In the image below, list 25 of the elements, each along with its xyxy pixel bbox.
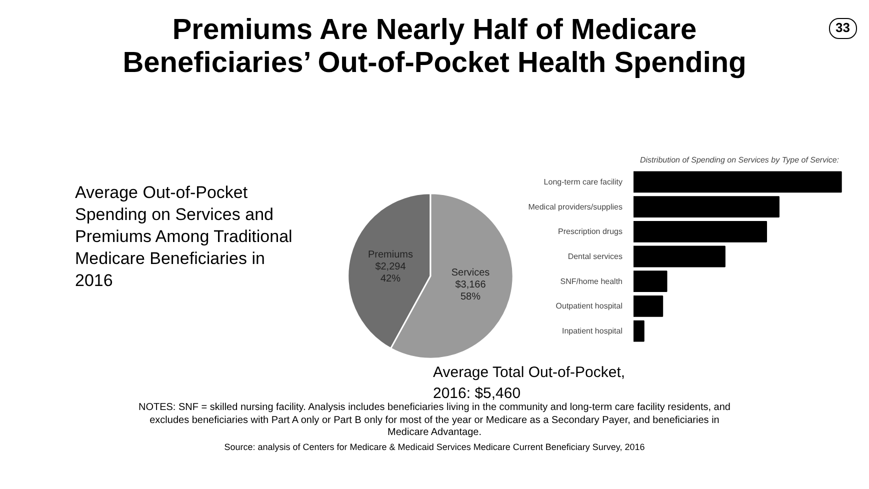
slice-label: Premiums bbox=[368, 249, 413, 260]
y-tick-label: Prescription drugs bbox=[558, 227, 623, 236]
y-tick-label: Outpatient hospital bbox=[556, 302, 623, 311]
text: Average Out-of-Pocket Spending on Services and Premiums Among Traditional Medicare Beneficiaries in 2016 bbox=[75, 182, 294, 292]
data-label: $3,166 58% bbox=[455, 280, 486, 303]
y-tick-label: Inpatient hospital bbox=[562, 326, 623, 336]
bar bbox=[634, 220, 768, 242]
data-label: $2,294 42% bbox=[375, 261, 406, 284]
y-tick-label: SNF/home health bbox=[560, 276, 623, 286]
bar bbox=[634, 196, 780, 218]
text: 33 bbox=[828, 18, 857, 39]
bar bbox=[634, 296, 664, 317]
bar bbox=[634, 246, 726, 268]
bar bbox=[634, 171, 842, 193]
y-tick-label: Dental services bbox=[568, 252, 622, 261]
chart-title: Distribution of Spending on Services by Type of Service: bbox=[640, 156, 840, 164]
text: NOTES: SNF = skilled nursing facility. Analysis includes beneficiaries living in the community and long-term care facility residents, and excludes beneficiaries with Part A only or Part B only for most of the year or Medicare as a Secondary Payer, and beneficiaries in Medicare Advantage. bbox=[137, 402, 732, 440]
chart-title: Premiums Are Nearly Half of Medicare Beneficiaries’ Out-of-Pocket Health Spending bbox=[122, 14, 748, 81]
text: Average Total Out-of-Pocket, 2016: $5,460 bbox=[433, 363, 626, 402]
bar bbox=[634, 270, 668, 292]
bar bbox=[634, 320, 644, 342]
y-tick-label: Long-term care facility bbox=[544, 177, 623, 186]
slice-label: Services bbox=[451, 268, 490, 279]
y-tick-label: Medical providers/supplies bbox=[528, 202, 622, 212]
source-note: Source: analysis of Centers for Medicare & Medicaid Services Medicare Current Beneficiary Survey, 2016 bbox=[223, 442, 646, 453]
